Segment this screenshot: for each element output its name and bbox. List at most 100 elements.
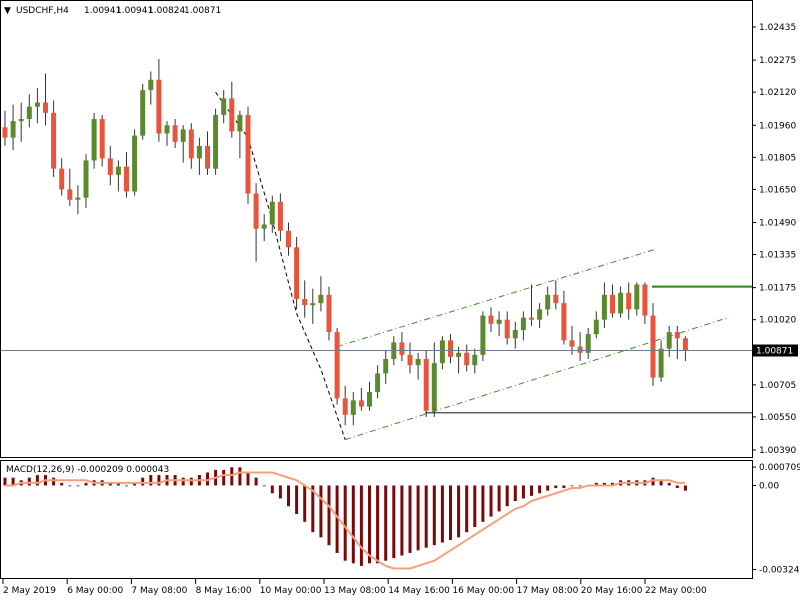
candle-body — [148, 79, 154, 91]
candle-body — [124, 166, 129, 192]
macd-histogram-bar — [602, 482, 606, 486]
price-tick-label: 1.01175 — [759, 284, 796, 294]
candle-body — [140, 90, 146, 136]
macd-histogram-bar — [270, 485, 274, 494]
macd-axis: 0.000709 0.00 -0.00324 — [752, 463, 800, 576]
candle-body — [561, 303, 567, 341]
price-tick-label: 1.00705 — [759, 381, 796, 391]
candle-body — [472, 354, 478, 366]
macd-histogram-bar — [384, 485, 388, 561]
macd-histogram-bar — [52, 477, 56, 486]
current-price-label: 1.00871 — [756, 347, 793, 357]
macd-histogram-bar — [449, 485, 452, 540]
candle-body — [43, 102, 48, 113]
time-axis: 2 May 2019 6 May 00:00 7 May 08:00 8 May 16… — [2, 579, 707, 596]
candle-body — [674, 332, 680, 339]
candle-body — [682, 338, 688, 351]
macd-histogram-bar — [667, 482, 671, 486]
time-tick-label: 8 May 16:00 — [196, 586, 252, 596]
candle-body — [367, 392, 372, 407]
macd-histogram-bar — [35, 475, 39, 486]
macd-histogram-bar — [206, 472, 209, 486]
header-high: 1.00941 — [116, 6, 153, 16]
candle-body — [196, 145, 202, 159]
price-tick-label: 1.01960 — [759, 121, 796, 131]
candle-body — [650, 315, 656, 378]
macd-tick-label: -0.00324 — [759, 566, 800, 576]
candle-body — [399, 342, 405, 355]
candle-body — [188, 129, 194, 159]
macd-histogram-bar — [27, 477, 31, 486]
macd-histogram-bar — [683, 485, 687, 491]
header-collapse-icon[interactable]: ▼ — [4, 6, 11, 16]
candle-body — [237, 114, 243, 132]
price-tick-label: 1.02120 — [759, 88, 796, 98]
decline-trend-line — [215, 91, 346, 440]
candle-body — [537, 309, 543, 320]
candle-body — [156, 79, 162, 134]
price-tick-label: 1.01650 — [759, 185, 796, 195]
macd-plot-frame — [0, 460, 753, 579]
candle-body — [512, 330, 518, 339]
candle-body — [269, 201, 275, 225]
time-tick-label: 22 May 00:00 — [645, 586, 707, 596]
macd-histogram-bar — [116, 482, 120, 486]
price-tick-label: 1.01805 — [759, 153, 796, 163]
macd-histogram-bar — [513, 485, 517, 502]
time-tick-label: 16 May 00:00 — [452, 586, 514, 596]
candle-body — [456, 352, 462, 357]
candle-body — [310, 303, 316, 306]
macd-histogram-bar — [570, 485, 574, 487]
time-tick-label: 17 May 08:00 — [517, 586, 579, 596]
candle-body — [342, 398, 348, 415]
macd-histogram-bar — [343, 485, 347, 561]
candle-body — [585, 334, 591, 353]
macd-histogram-bar — [287, 485, 290, 507]
macd-histogram-bar — [400, 485, 404, 556]
macd-histogram-bar — [473, 485, 477, 527]
candle-body — [545, 294, 551, 310]
candle-body — [407, 354, 413, 366]
candle-body — [91, 119, 97, 161]
macd-histogram-bar — [311, 485, 315, 533]
macd-tick-label: 0.00 — [759, 481, 779, 491]
candle-body — [431, 363, 437, 411]
macd-histogram-bar — [246, 472, 250, 486]
candle-body — [448, 340, 453, 357]
current-price-box — [753, 344, 798, 357]
macd-histogram-bar — [149, 475, 153, 486]
macd-histogram-bar — [189, 477, 193, 486]
candle-body — [383, 358, 389, 374]
macd-histogram-bar — [392, 485, 396, 559]
candle-body — [75, 197, 81, 200]
header-symbol: USDCHF,H4 — [16, 6, 69, 16]
macd-histogram-bar — [578, 485, 582, 487]
price-tick-label: 1.01490 — [759, 218, 796, 228]
candle-body — [350, 400, 356, 415]
candle-body — [642, 284, 648, 316]
candle-body — [83, 160, 89, 198]
candle-body — [2, 127, 8, 138]
candle-body — [666, 332, 672, 349]
macd-histogram-bar — [497, 485, 501, 512]
candle-body — [358, 400, 364, 407]
candle-body — [18, 119, 24, 122]
macd-histogram-bar — [319, 485, 323, 538]
candle-body — [496, 319, 502, 324]
candle-body — [245, 114, 251, 194]
macd-histogram-bar — [424, 485, 428, 548]
candle-body — [618, 292, 624, 314]
macd-histogram-bar — [3, 477, 7, 486]
time-tick-label: 14 May 16:00 — [388, 586, 450, 596]
macd-histogram-bar — [238, 467, 242, 486]
macd-histogram-bar — [222, 469, 226, 486]
macd-histogram-bar — [327, 485, 331, 546]
macd-histogram-bar — [60, 482, 64, 486]
header-close: 1.00871 — [184, 6, 221, 16]
price-tick-label: 1.00550 — [759, 413, 796, 423]
macd-histogram-bar — [651, 477, 655, 486]
candle-body — [439, 340, 445, 364]
candle-body — [658, 348, 664, 378]
